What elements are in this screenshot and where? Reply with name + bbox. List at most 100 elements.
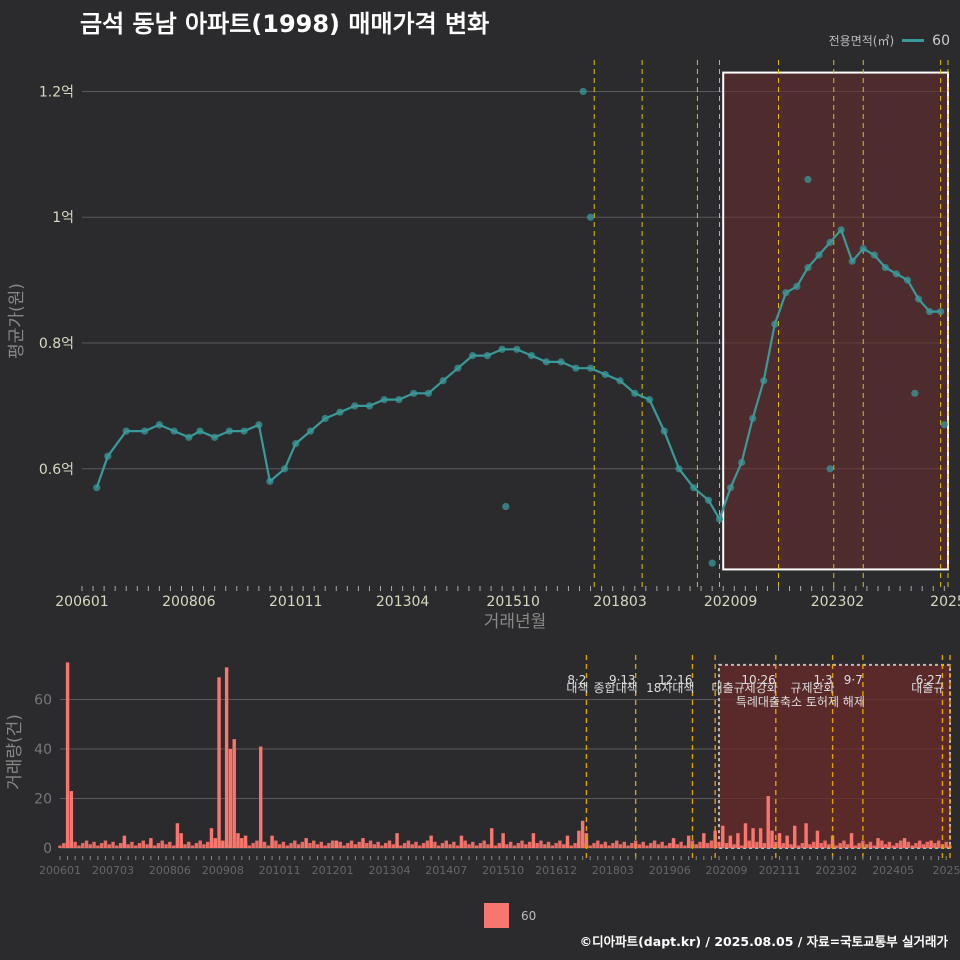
volume-bar-minor — [607, 845, 611, 848]
volume-bar-minor — [141, 840, 146, 848]
volume-bar — [395, 833, 399, 848]
volume-bar-minor — [618, 844, 623, 848]
volume-bar-minor — [478, 843, 483, 848]
volume-bar-minor — [463, 840, 467, 848]
volume-bar-minor — [126, 844, 130, 848]
volume-bar — [304, 838, 308, 848]
policy-date-label: 6·27 — [916, 673, 943, 687]
volume-bar — [259, 746, 263, 848]
policy-date-label: 10·26 — [741, 673, 775, 687]
volume-bar-minor — [194, 843, 199, 848]
volume-bar-minor — [312, 840, 316, 848]
volume-bar-minor — [944, 841, 948, 848]
volume-bar-minor — [762, 843, 767, 848]
volume-bar-minor — [168, 841, 172, 848]
price-outlier-point — [911, 389, 919, 397]
price-y-tick-label: 1.2억 — [39, 84, 74, 100]
volume-bar-minor — [717, 841, 721, 848]
volume-bar-minor — [274, 840, 278, 848]
volume-bar-minor — [724, 843, 729, 848]
policy-date-label: 9·7 — [844, 673, 863, 687]
volume-x-tick-label: 202009 — [706, 864, 748, 877]
volume-bar — [671, 838, 676, 848]
volume-bar-minor — [827, 844, 831, 848]
volume-bar — [751, 828, 755, 848]
price-outlier-point — [708, 559, 716, 567]
volume-bar-minor — [425, 840, 430, 848]
volume-bar-minor — [683, 845, 687, 848]
volume-bar-minor — [588, 845, 592, 848]
volume-bar-minor — [561, 844, 566, 848]
volume-bar-minor — [414, 841, 418, 848]
legend-price-title: 전용면적(㎡) — [828, 34, 895, 48]
price-y-tick-label: 0.8억 — [39, 336, 74, 352]
volume-x-tick-label: 201803 — [592, 864, 634, 877]
volume-bar-minor — [107, 844, 111, 848]
volume-bar-minor — [698, 841, 702, 848]
volume-bar-minor — [569, 845, 573, 848]
volume-bar-minor — [342, 845, 346, 848]
volume-bar-minor — [349, 840, 354, 848]
volume-bar-minor — [247, 845, 252, 848]
volume-bar-minor — [781, 843, 786, 848]
price-y-tick-label: 1억 — [52, 210, 74, 226]
volume-bar-minor — [558, 840, 562, 848]
volume-bar — [531, 833, 536, 848]
volume-bar-minor — [111, 841, 115, 848]
volume-bar — [213, 838, 217, 848]
volume-bar-minor — [486, 844, 490, 848]
price-x-tick-label: 200601 — [55, 594, 108, 610]
volume-bar-minor — [641, 841, 645, 848]
volume-bar-minor — [808, 844, 812, 848]
volume-bar — [65, 662, 70, 848]
volume-bar-minor — [630, 843, 634, 848]
volume-bar-minor — [694, 844, 698, 848]
volume-bar-minor — [448, 844, 452, 848]
volume-bar-minor — [198, 840, 202, 848]
volume-bar-minor — [921, 844, 926, 848]
volume-bar-minor — [353, 844, 358, 848]
volume-x-tick-label: 202302 — [815, 864, 857, 877]
volume-bar-minor — [626, 845, 630, 848]
volume-bar — [240, 838, 244, 848]
volume-bar-minor — [103, 840, 108, 848]
volume-bar-minor — [910, 845, 914, 848]
volume-bar-minor — [527, 841, 532, 848]
volume-bar-minor — [96, 845, 100, 848]
volume-bar-minor — [933, 843, 937, 848]
volume-bar — [577, 830, 581, 848]
volume-bar-minor — [664, 845, 668, 848]
volume-bar-minor — [917, 840, 922, 848]
volume-bar-minor — [539, 840, 543, 848]
volume-x-tick-label: 201304 — [368, 864, 410, 877]
volume-bar-minor — [455, 845, 460, 848]
source-footer: ©디아파트(dapt.kr) / 2025.08.05 / 자료=국토교통부 실… — [579, 934, 948, 949]
price-x-tick-label: 201510 — [486, 594, 539, 610]
volume-bar — [929, 840, 933, 848]
price-x-tick-label: 201011 — [269, 594, 322, 610]
policy-date-label: 1·3 — [814, 673, 833, 687]
volume-bar — [743, 823, 748, 848]
volume-bar — [122, 835, 127, 848]
volume-bar-minor — [592, 843, 596, 848]
volume-bar-minor — [319, 841, 324, 848]
volume-bar — [459, 835, 464, 848]
volume-bar — [179, 833, 183, 848]
volume-bar-minor — [183, 844, 187, 848]
volume-bar-minor — [550, 845, 555, 848]
volume-bar-minor — [346, 843, 350, 848]
legend-price-swatch — [902, 39, 925, 42]
volume-bar-minor — [891, 845, 895, 848]
volume-bar-minor — [190, 845, 195, 848]
volume-bar-minor — [81, 843, 85, 848]
volume-bar-minor — [410, 844, 414, 848]
price-outlier-point — [586, 213, 595, 221]
volume-bar-minor — [474, 845, 479, 848]
legend-volume-entry: 60 — [521, 908, 537, 923]
volume-x-tick-label: 200601 — [39, 864, 81, 877]
volume-bar-minor — [115, 845, 119, 848]
volume-bar — [149, 838, 153, 848]
volume-bar-minor — [615, 840, 619, 848]
volume-bar-minor — [387, 840, 392, 848]
volume-bar — [209, 828, 214, 848]
